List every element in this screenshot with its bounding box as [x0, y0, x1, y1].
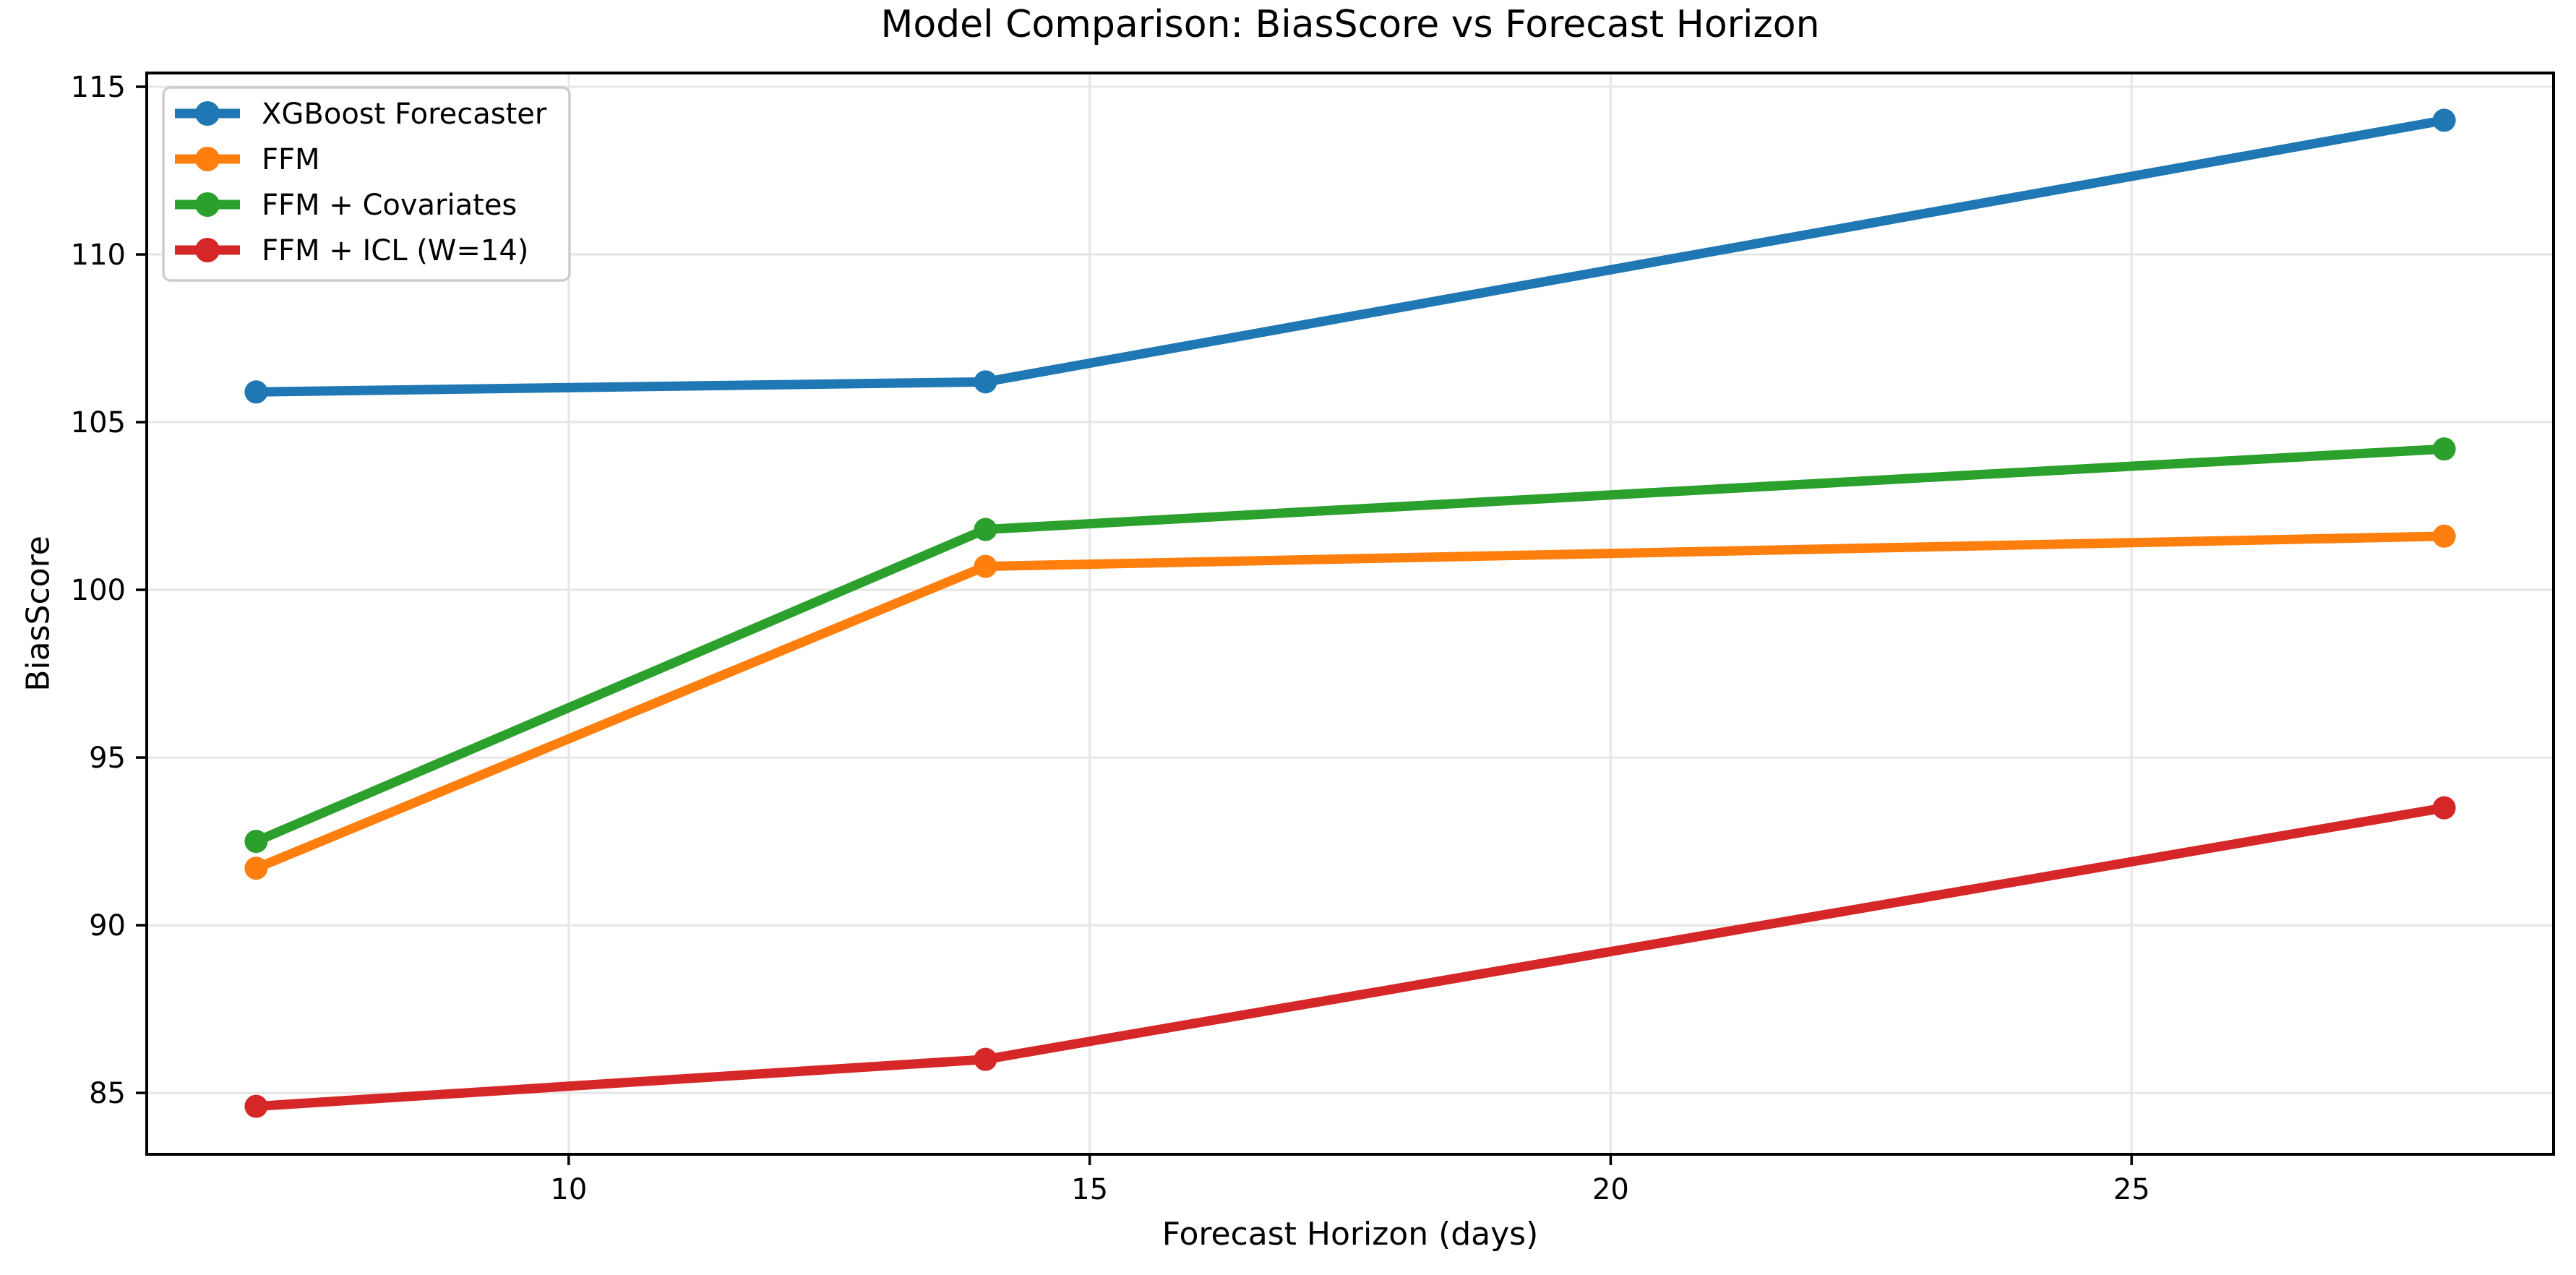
legend-swatch-marker [195, 101, 220, 126]
x-tick-label: 20 [1592, 1173, 1629, 1206]
data-point-marker [244, 857, 268, 880]
x-axis-label: Forecast Horizon (days) [1162, 1216, 1539, 1253]
legend-label: FFM + Covariates [262, 189, 517, 222]
axes-spines [145, 72, 2555, 1156]
data-point-marker [974, 518, 997, 541]
series-line [251, 803, 2450, 1112]
y-tick-label: 105 [71, 406, 126, 439]
legend-label: FFM [262, 143, 320, 176]
data-point-marker [2432, 108, 2456, 132]
data-point-marker [2432, 524, 2456, 548]
data-point-marker [2432, 437, 2456, 461]
y-tick-label: 85 [89, 1077, 126, 1110]
legend-box [162, 86, 571, 282]
chart-title: Model Comparison: BiasScore vs Forecast … [880, 3, 1820, 46]
x-tick-label: 15 [1071, 1173, 1108, 1206]
y-tick-label: 110 [71, 239, 126, 272]
data-point-marker [2432, 796, 2456, 820]
legend-label: XGBoost Forecaster [262, 98, 547, 131]
data-point-marker [244, 830, 268, 854]
data-point-marker [974, 370, 997, 394]
legend-swatch-marker [195, 238, 220, 262]
legend-swatch-marker [195, 192, 220, 217]
x-tick-label: 10 [550, 1173, 587, 1206]
y-tick-label: 90 [89, 909, 126, 943]
y-tick-label: 115 [71, 71, 126, 104]
y-tick-label: 95 [89, 742, 126, 775]
x-tick-label: 25 [2113, 1173, 2150, 1206]
y-tick-label: 100 [71, 574, 126, 607]
series-line [251, 444, 2450, 846]
data-point-marker [974, 1047, 997, 1071]
data-point-marker [244, 380, 268, 404]
data-point-marker [974, 554, 997, 578]
legend-swatch-marker [195, 147, 220, 171]
data-point-marker [244, 1094, 268, 1118]
series-line [251, 115, 2450, 397]
legend-label: FFM + ICL (W=14) [262, 234, 528, 267]
